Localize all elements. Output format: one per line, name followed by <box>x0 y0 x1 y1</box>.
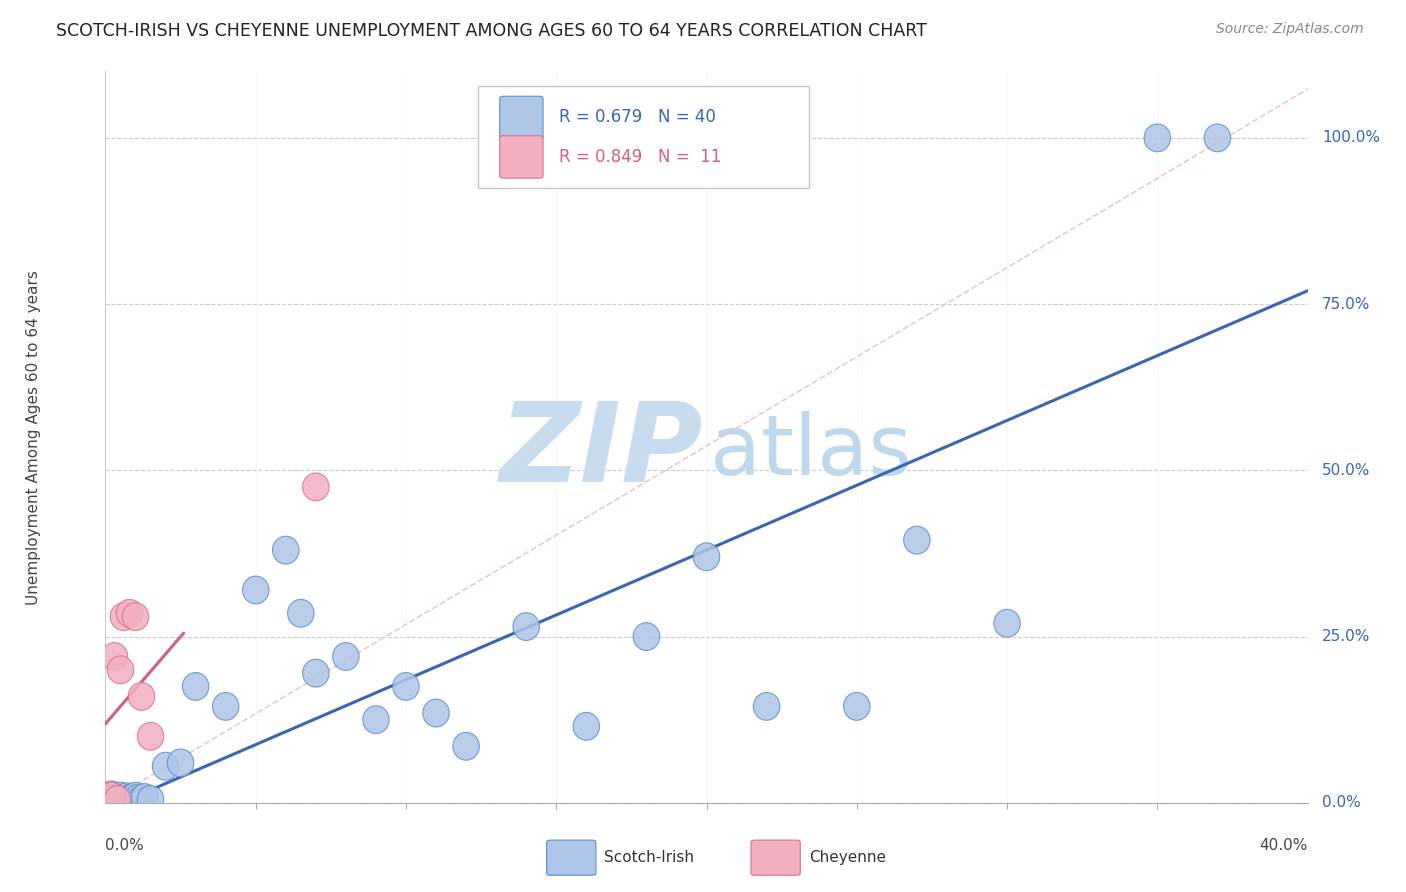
FancyBboxPatch shape <box>499 136 543 178</box>
Ellipse shape <box>392 673 419 700</box>
Ellipse shape <box>363 706 389 733</box>
Text: R = 0.679   N = 40: R = 0.679 N = 40 <box>558 109 716 127</box>
Text: 75.0%: 75.0% <box>1322 297 1371 311</box>
Ellipse shape <box>242 576 269 604</box>
Ellipse shape <box>994 609 1021 637</box>
Ellipse shape <box>96 786 122 814</box>
Ellipse shape <box>131 783 157 812</box>
Text: 50.0%: 50.0% <box>1322 463 1371 478</box>
Ellipse shape <box>1144 124 1171 152</box>
Ellipse shape <box>110 784 136 812</box>
Ellipse shape <box>104 786 131 814</box>
Ellipse shape <box>117 599 143 627</box>
Text: R = 0.849   N =  11: R = 0.849 N = 11 <box>558 148 721 166</box>
Ellipse shape <box>117 785 143 813</box>
Ellipse shape <box>904 526 931 554</box>
Ellipse shape <box>302 659 329 687</box>
Text: 100.0%: 100.0% <box>1322 130 1381 145</box>
Ellipse shape <box>98 780 125 809</box>
FancyBboxPatch shape <box>751 840 800 875</box>
Text: atlas: atlas <box>710 411 912 492</box>
Ellipse shape <box>333 642 359 671</box>
Text: ZIP: ZIP <box>499 398 703 505</box>
Ellipse shape <box>96 782 122 810</box>
Ellipse shape <box>288 599 314 627</box>
Ellipse shape <box>114 783 139 811</box>
FancyBboxPatch shape <box>547 840 596 875</box>
Ellipse shape <box>693 543 720 571</box>
Ellipse shape <box>96 786 122 814</box>
Ellipse shape <box>128 786 155 814</box>
Ellipse shape <box>107 782 134 810</box>
Text: 0.0%: 0.0% <box>105 838 145 853</box>
Ellipse shape <box>152 752 179 780</box>
Ellipse shape <box>107 656 134 683</box>
Ellipse shape <box>844 692 870 720</box>
FancyBboxPatch shape <box>478 86 808 188</box>
Ellipse shape <box>110 603 136 631</box>
Text: 0.0%: 0.0% <box>1322 796 1361 810</box>
Ellipse shape <box>754 692 780 720</box>
Ellipse shape <box>128 682 155 710</box>
Ellipse shape <box>167 749 194 777</box>
Ellipse shape <box>122 603 149 631</box>
Ellipse shape <box>98 783 125 812</box>
Text: 25.0%: 25.0% <box>1322 629 1371 644</box>
Text: SCOTCH-IRISH VS CHEYENNE UNEMPLOYMENT AMONG AGES 60 TO 64 YEARS CORRELATION CHAR: SCOTCH-IRISH VS CHEYENNE UNEMPLOYMENT AM… <box>56 22 927 40</box>
Ellipse shape <box>423 699 450 727</box>
Ellipse shape <box>98 782 125 810</box>
Ellipse shape <box>453 732 479 760</box>
FancyBboxPatch shape <box>499 96 543 138</box>
Ellipse shape <box>101 642 128 671</box>
Ellipse shape <box>138 723 163 750</box>
Ellipse shape <box>125 784 152 812</box>
Text: Source: ZipAtlas.com: Source: ZipAtlas.com <box>1216 22 1364 37</box>
Ellipse shape <box>1204 124 1230 152</box>
Ellipse shape <box>107 785 134 813</box>
Ellipse shape <box>183 673 209 700</box>
Ellipse shape <box>302 473 329 500</box>
Ellipse shape <box>633 623 659 650</box>
Ellipse shape <box>574 713 599 740</box>
Ellipse shape <box>120 783 146 812</box>
Ellipse shape <box>122 782 149 810</box>
Ellipse shape <box>273 536 299 564</box>
Ellipse shape <box>101 786 128 814</box>
Ellipse shape <box>138 786 163 814</box>
Text: Cheyenne: Cheyenne <box>808 850 886 865</box>
Ellipse shape <box>212 692 239 720</box>
Text: 40.0%: 40.0% <box>1260 838 1308 853</box>
Text: Scotch-Irish: Scotch-Irish <box>605 850 695 865</box>
Ellipse shape <box>513 613 540 640</box>
Text: Unemployment Among Ages 60 to 64 years: Unemployment Among Ages 60 to 64 years <box>25 269 41 605</box>
Ellipse shape <box>104 783 131 812</box>
